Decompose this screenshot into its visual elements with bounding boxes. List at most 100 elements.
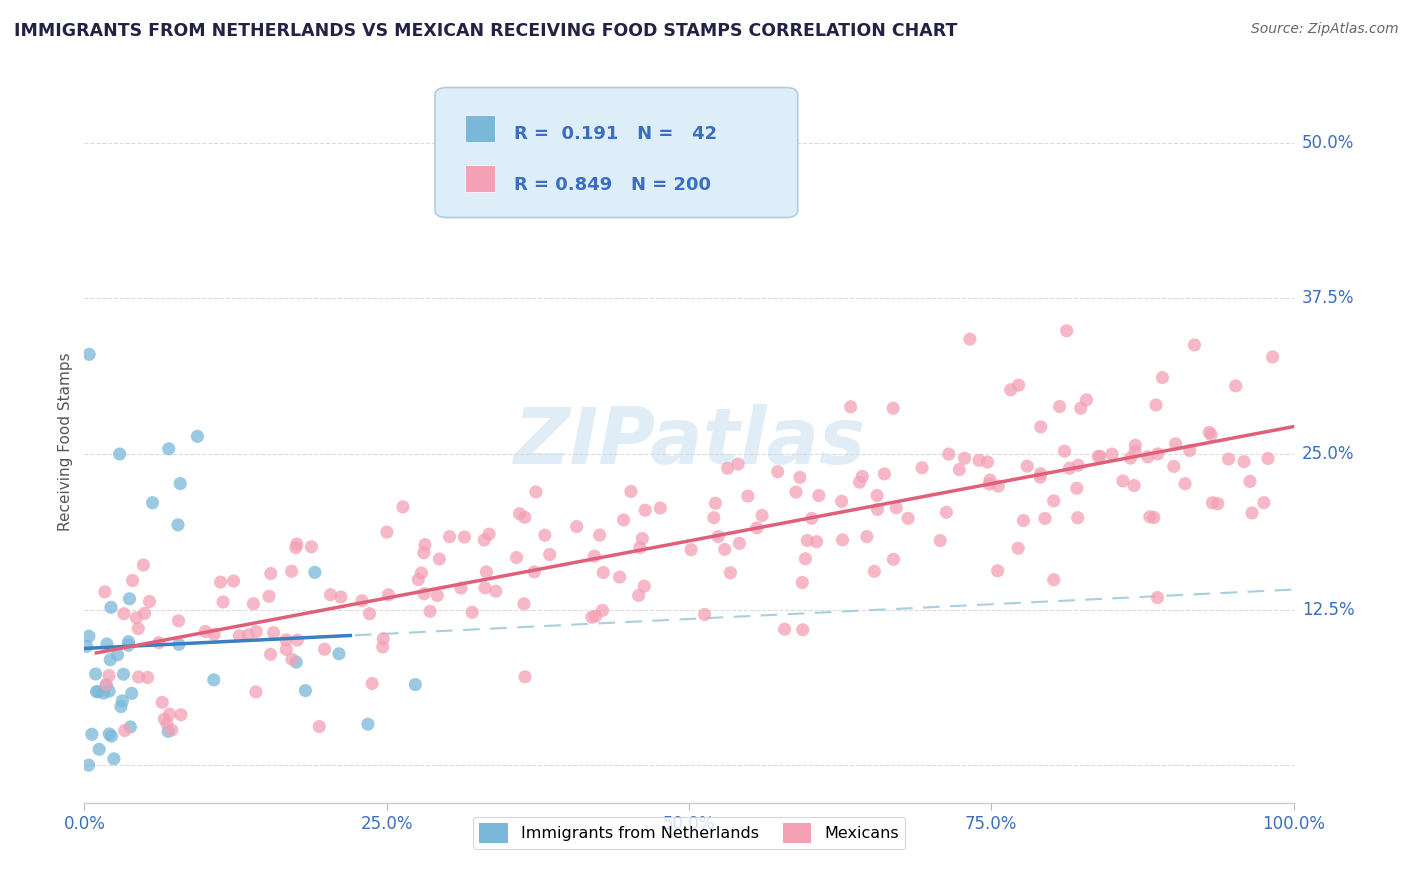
- Point: [800, 511, 823, 525]
- Point: [439, 530, 461, 544]
- Point: [1146, 591, 1168, 605]
- Point: [592, 566, 614, 580]
- Point: [1056, 324, 1078, 338]
- Point: [792, 575, 814, 590]
- Point: [1029, 470, 1052, 484]
- Point: [263, 625, 285, 640]
- Point: [276, 642, 298, 657]
- Point: [120, 720, 142, 734]
- Point: [1119, 450, 1142, 465]
- Point: [1000, 383, 1022, 397]
- Point: [404, 677, 426, 691]
- Point: [633, 579, 655, 593]
- Point: [1163, 459, 1185, 474]
- Point: [538, 548, 561, 562]
- Point: [238, 628, 260, 642]
- Point: [426, 589, 449, 603]
- Point: [319, 588, 342, 602]
- Point: [1017, 459, 1039, 474]
- Point: [125, 611, 148, 625]
- Point: [110, 699, 132, 714]
- Point: [1206, 497, 1229, 511]
- Point: [831, 494, 853, 508]
- Point: [89, 742, 111, 756]
- Point: [1257, 451, 1279, 466]
- Point: [585, 609, 607, 624]
- Point: [328, 647, 350, 661]
- Y-axis label: Receiving Food Stamps: Receiving Food Stamps: [58, 352, 73, 531]
- Point: [284, 541, 307, 555]
- Point: [1198, 425, 1220, 440]
- Point: [77, 347, 100, 361]
- Point: [132, 558, 155, 572]
- Point: [202, 627, 225, 641]
- Point: [107, 648, 129, 662]
- Point: [359, 607, 381, 621]
- Point: [148, 635, 170, 649]
- Legend: Immigrants from Netherlands, Mexicans: Immigrants from Netherlands, Mexicans: [472, 817, 905, 849]
- Point: [245, 624, 267, 639]
- Point: [373, 632, 395, 646]
- Point: [419, 604, 441, 618]
- Point: [308, 719, 330, 733]
- Point: [588, 528, 610, 542]
- Point: [513, 597, 536, 611]
- Point: [1144, 398, 1167, 412]
- Point: [1123, 438, 1146, 452]
- Point: [94, 585, 117, 599]
- Point: [375, 525, 398, 540]
- Point: [371, 640, 394, 654]
- Point: [361, 676, 384, 690]
- Point: [509, 507, 531, 521]
- Point: [1088, 450, 1111, 464]
- Point: [1139, 509, 1161, 524]
- Point: [1225, 379, 1247, 393]
- Point: [141, 496, 163, 510]
- Point: [245, 685, 267, 699]
- Point: [523, 565, 546, 579]
- Point: [789, 470, 811, 484]
- Text: 50.0%: 50.0%: [1302, 134, 1354, 152]
- Point: [718, 566, 741, 580]
- Point: [450, 581, 472, 595]
- Point: [112, 607, 135, 621]
- Point: [86, 684, 108, 698]
- Point: [98, 684, 121, 698]
- Text: 37.5%: 37.5%: [1302, 289, 1354, 307]
- Point: [121, 686, 143, 700]
- Point: [84, 667, 107, 681]
- Point: [533, 528, 555, 542]
- Point: [242, 597, 264, 611]
- Point: [260, 566, 283, 581]
- Point: [1067, 510, 1090, 524]
- Point: [1233, 455, 1256, 469]
- Point: [634, 503, 657, 517]
- Point: [160, 723, 183, 738]
- Point: [1239, 475, 1261, 489]
- Point: [1123, 444, 1146, 458]
- Point: [628, 541, 651, 555]
- Point: [77, 758, 100, 772]
- Point: [96, 637, 118, 651]
- Point: [882, 552, 904, 566]
- Text: ZIPatlas: ZIPatlas: [513, 403, 865, 480]
- Point: [294, 683, 316, 698]
- Point: [612, 513, 634, 527]
- Point: [281, 652, 304, 666]
- Point: [866, 488, 889, 502]
- Point: [285, 537, 308, 551]
- Point: [478, 527, 501, 541]
- Point: [80, 727, 103, 741]
- Point: [959, 332, 981, 346]
- Point: [285, 655, 308, 669]
- Point: [96, 677, 118, 691]
- Point: [1112, 474, 1135, 488]
- Point: [112, 667, 135, 681]
- Point: [785, 485, 807, 500]
- Point: [314, 642, 336, 657]
- Point: [1029, 420, 1052, 434]
- Point: [565, 519, 588, 533]
- Point: [128, 670, 150, 684]
- Point: [1174, 476, 1197, 491]
- Point: [751, 508, 773, 523]
